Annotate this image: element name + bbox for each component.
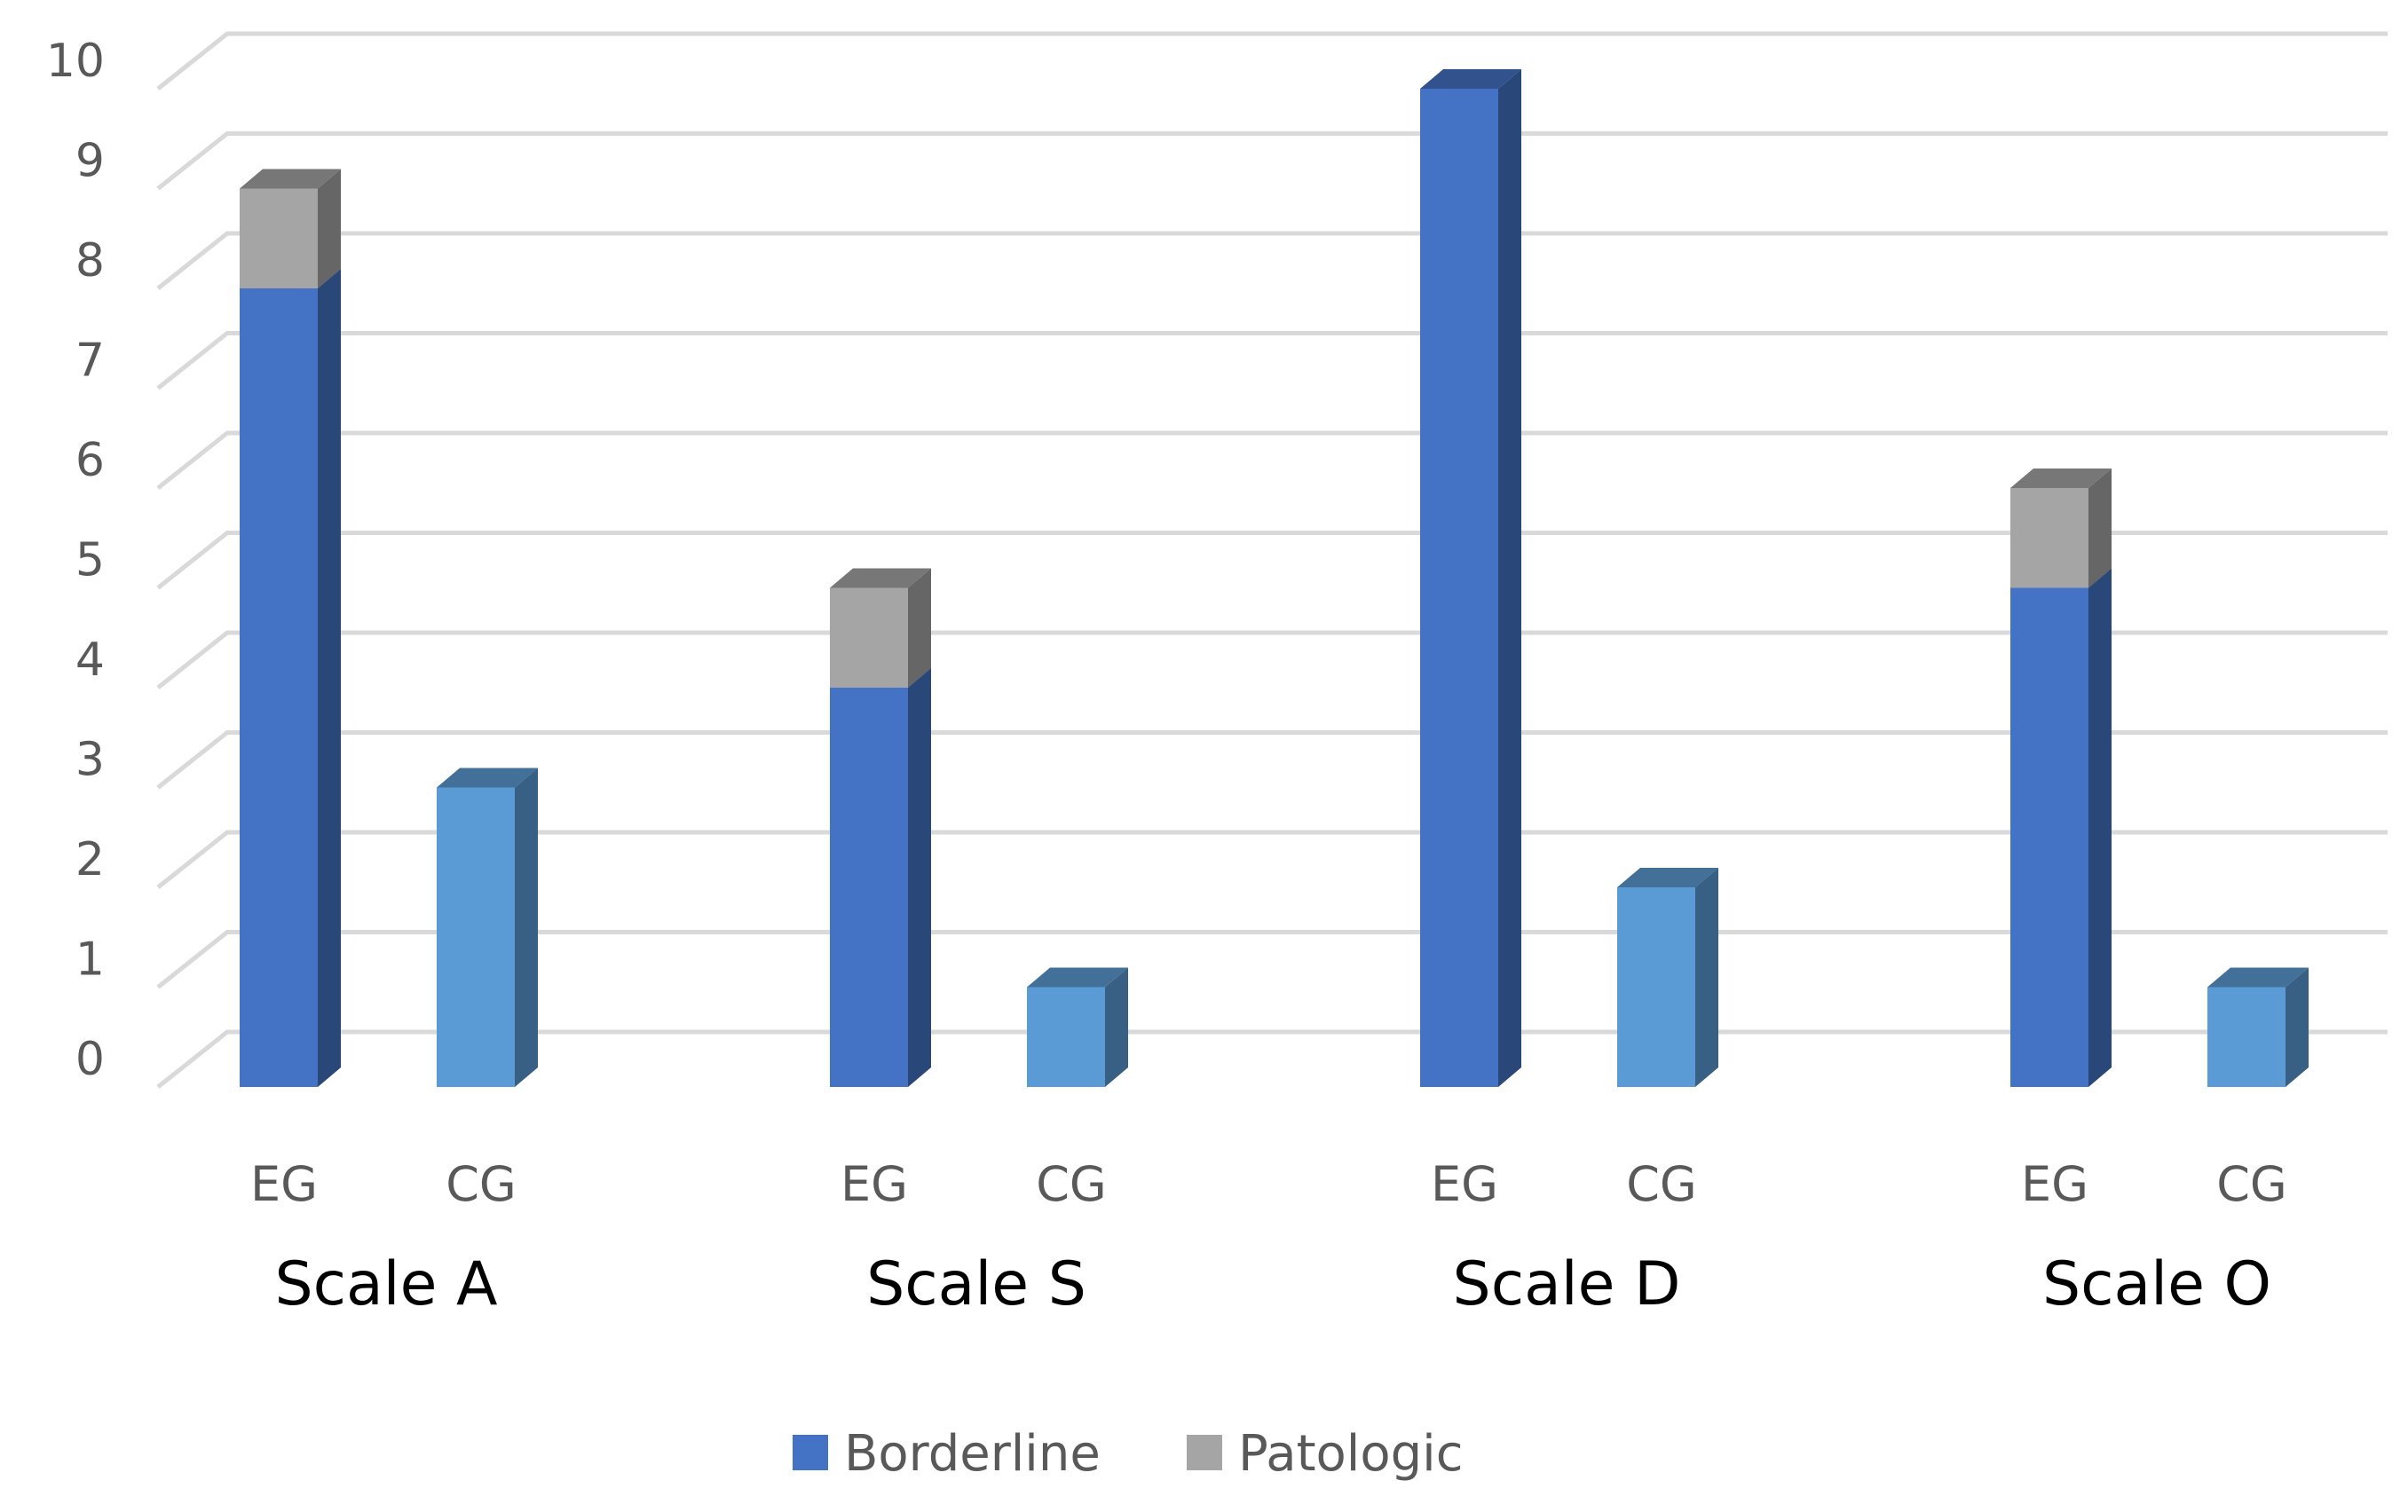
bar-eg-patologic [830,568,931,688]
category-labels: EG CG EG CG EG CG EG CG [250,1156,2287,1212]
gridline [156,131,2388,191]
legend-item: Borderline [793,1425,1101,1483]
gridline [156,231,2388,290]
legend-swatch [793,1435,828,1470]
gridline [156,430,2388,490]
legend-label: Borderline [844,1425,1101,1483]
group-label: Scale S [866,1249,1086,1319]
category-label: EG [1431,1156,1498,1212]
category-label: CG [2216,1156,2287,1212]
legend-swatch [1187,1435,1222,1470]
category-label: CG [1036,1156,1107,1212]
y-tick-label: 1 [75,933,105,987]
y-tick-label: 0 [75,1033,105,1086]
y-tick-label: 10 [46,35,105,88]
y-tick-label: 9 [75,135,105,188]
category-label: CG [446,1156,517,1212]
group-labels: Scale A Scale S Scale D Scale O [274,1249,2271,1319]
gridline [156,730,2388,790]
y-tick-label: 8 [75,234,105,287]
gridline [156,531,2388,590]
bar-cg-borderline [437,768,538,1087]
gridlines [156,31,2388,1089]
bar-cg-borderline [1027,967,1128,1087]
gridline [156,630,2388,689]
gridline [156,830,2388,889]
bar-eg-patologic [2010,469,2112,588]
bar-cg-borderline [2207,967,2309,1087]
bars [240,69,2309,1087]
gridline [156,331,2388,390]
bar-eg-borderline [830,668,931,1087]
y-tick-label: 2 [75,833,105,886]
group-label: Scale O [2042,1249,2271,1319]
legend-item: Patologic [1187,1425,1464,1483]
category-label: EG [2021,1156,2088,1212]
bar-cg-borderline [1617,868,1718,1087]
bar-eg-borderline [2010,568,2112,1087]
y-tick-label: 5 [75,534,105,587]
legend: Borderline Patologic [793,1425,1464,1483]
category-label: EG [841,1156,908,1212]
bar-eg-borderline [240,269,341,1087]
category-label: EG [250,1156,318,1212]
y-tick-label: 4 [75,634,105,687]
y-axis-ticks: 0 1 2 3 4 5 6 7 8 9 10 [46,35,105,1086]
category-label: CG [1626,1156,1697,1212]
y-tick-label: 3 [75,734,105,787]
bar-eg-patologic [240,169,341,288]
y-tick-label: 7 [75,335,105,388]
legend-label: Patologic [1238,1425,1464,1483]
group-label: Scale A [274,1249,497,1319]
y-tick-label: 6 [75,434,105,487]
bar-eg-borderline [1420,69,1521,1087]
group-label: Scale D [1453,1249,1681,1319]
gridline [156,31,2388,91]
